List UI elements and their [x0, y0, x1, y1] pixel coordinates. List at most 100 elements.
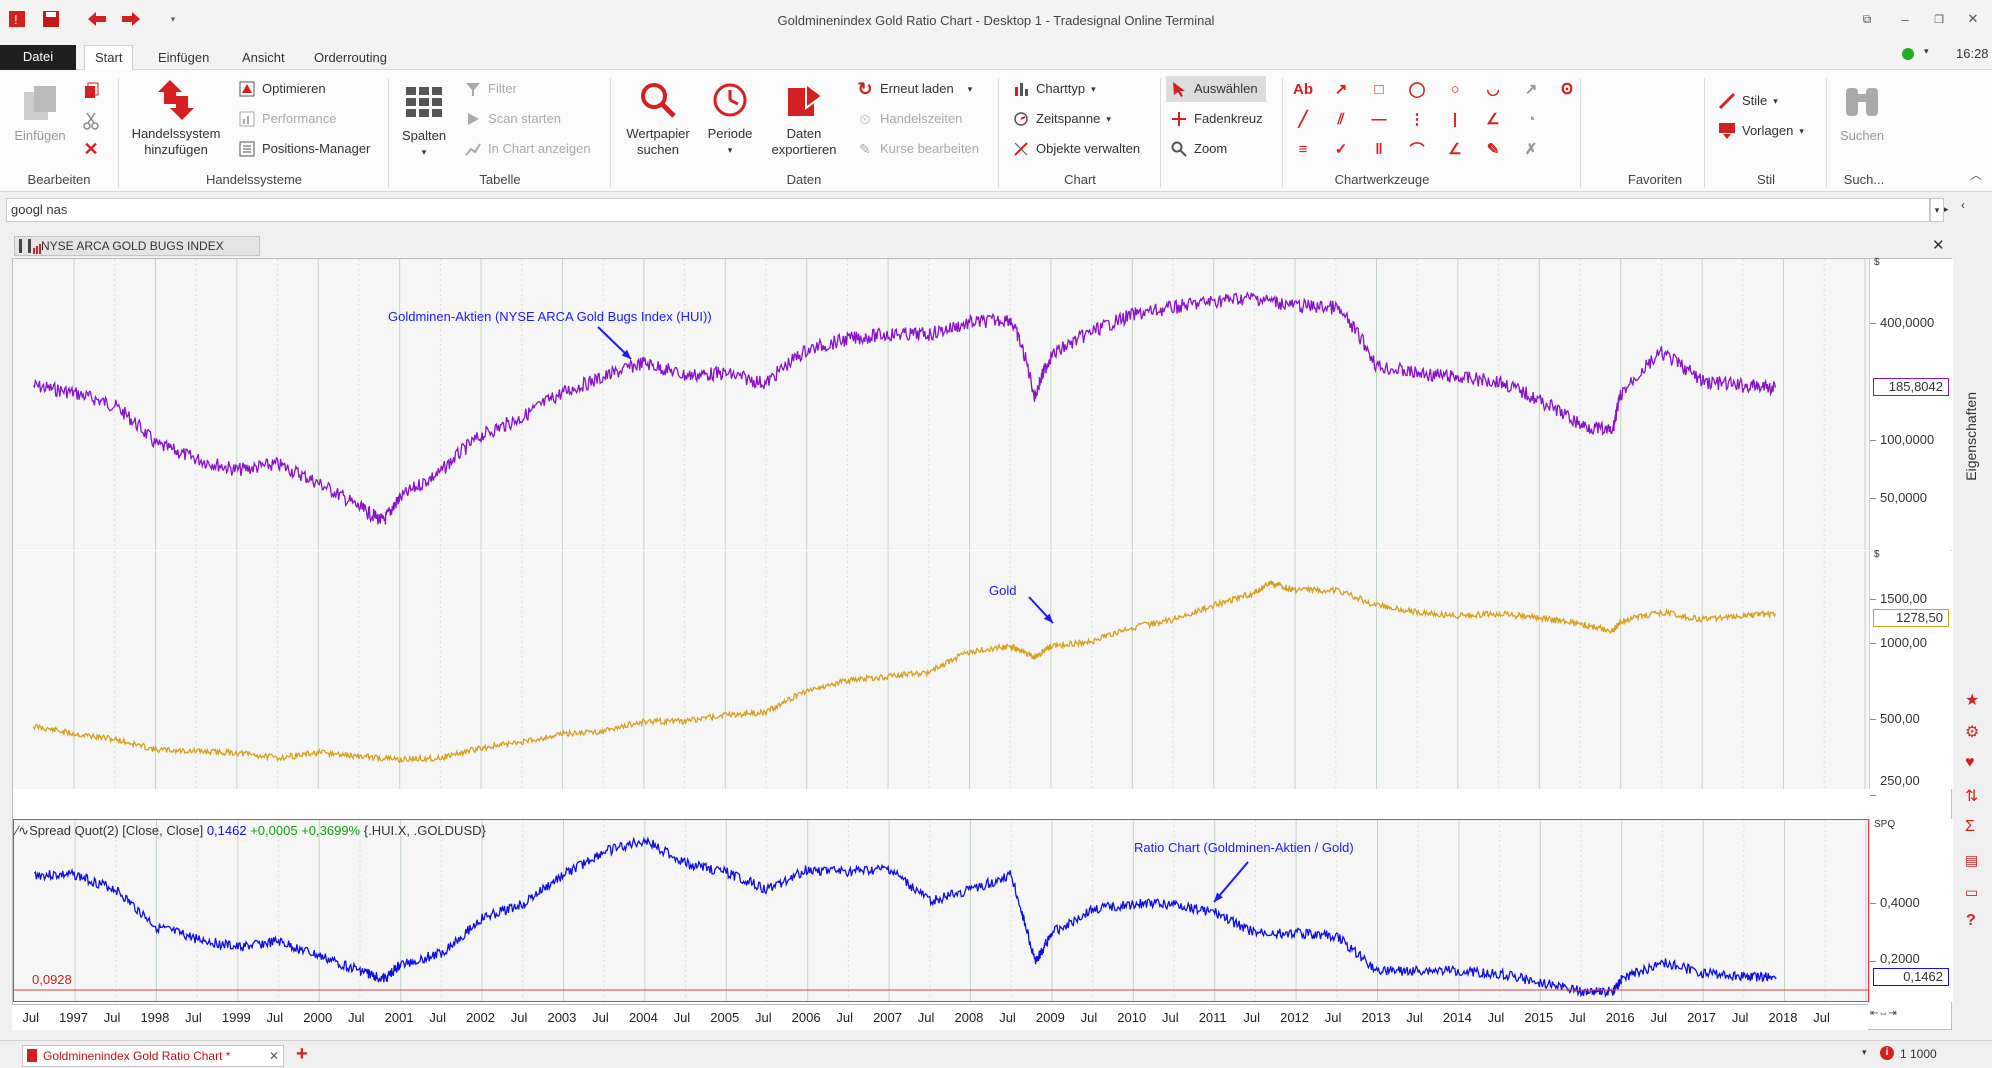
fan-tool-icon[interactable]: ⌒	[1409, 141, 1425, 159]
chart-window-tab[interactable]: NYSE ARCA GOLD BUGS INDEX	[14, 236, 260, 256]
qa-dropdown-icon[interactable]: ▾	[170, 13, 176, 24]
wertpapier-suchen-button[interactable]: Wertpapier suchen	[618, 78, 698, 158]
in-chart-button[interactable]: In Chart anzeigen	[464, 138, 591, 160]
erneut-laden-button[interactable]: ↻ Erneut laden ▾	[857, 79, 973, 99]
search-dropdown-icon[interactable]: ▾	[1930, 198, 1944, 222]
minimize-icon[interactable]: –	[1901, 11, 1909, 27]
fadenkreuz-button[interactable]: Fadenkreuz	[1170, 108, 1263, 130]
info-icon[interactable]: i	[1880, 1046, 1894, 1060]
tab-ansicht[interactable]: Ansicht	[242, 50, 285, 65]
auswaehlen-button[interactable]: Auswählen	[1166, 76, 1266, 102]
fib-tool-icon[interactable]: ⋮	[1409, 111, 1425, 128]
series-line[interactable]	[32, 580, 1777, 764]
heart-check-icon[interactable]: ♥	[1965, 754, 1975, 771]
parallel-tool-icon[interactable]: ⫽	[1337, 110, 1345, 128]
daten-exportieren-button[interactable]: Daten exportieren	[764, 78, 844, 158]
kurse-bearbeiten-button[interactable]: ✎ Kurse bearbeiten	[856, 138, 979, 160]
periode-button[interactable]: Periode ▾	[702, 78, 758, 158]
elliott-tool-icon[interactable]: ✓	[1334, 141, 1348, 158]
pencil-tool-icon[interactable]: ✎	[1486, 141, 1500, 158]
tab-einfuegen[interactable]: Einfügen	[158, 50, 210, 65]
suchen-button[interactable]: Suchen	[1834, 80, 1890, 144]
optimieren-button[interactable]: Optimieren	[238, 78, 326, 100]
sigma-icon[interactable]: Σ	[1965, 818, 1975, 835]
pane-ratio[interactable]: ∕∿Spread Quot(2) [Close, Close] 0,1462 +…	[13, 819, 1908, 1002]
stile-label: Stile	[1742, 93, 1768, 108]
cycle-lines-icon[interactable]: ‖	[1375, 140, 1383, 158]
close-chart-icon[interactable]: ✕	[1932, 237, 1945, 254]
save-icon[interactable]	[40, 8, 62, 30]
x-tick-label: Jul	[266, 1010, 284, 1025]
favorite-star-icon[interactable]: ★	[1965, 692, 1980, 709]
paste-button[interactable]: Einfügen	[10, 80, 70, 144]
pane-gold[interactable]: Gold	[13, 551, 1907, 789]
horizontal-line-icon[interactable]: —	[1371, 110, 1387, 128]
pane-hui[interactable]: Goldminen-Aktien (NYSE ARCA Gold Bugs In…	[13, 259, 1907, 550]
status-dropdown-icon[interactable]: ▾	[1862, 1047, 1867, 1057]
close-window-icon[interactable]: ✕	[1967, 11, 1979, 26]
eraser-icon[interactable]: ✗	[1524, 141, 1538, 158]
series-line[interactable]	[33, 836, 1777, 998]
settings-gear-icon[interactable]: ⚙	[1965, 724, 1980, 741]
axis-scroll-icon[interactable]: ⇤⇔⇥	[1870, 1008, 1897, 1019]
properties-panel-tab[interactable]: Eigenschaften	[1963, 392, 1979, 481]
tab-datei[interactable]: Datei	[0, 45, 76, 70]
periode-label: Periode	[707, 126, 753, 141]
cut-icon[interactable]	[78, 108, 104, 134]
restore-pane-icon[interactable]: ⧉	[1862, 11, 1872, 26]
rectangle-tool-icon[interactable]: □	[1374, 80, 1384, 98]
back-arrow-icon[interactable]	[86, 8, 108, 30]
charttyp-button[interactable]: Charttyp ▾	[1012, 78, 1096, 100]
maximize-icon[interactable]: ❐	[1934, 13, 1944, 26]
close-tab-icon[interactable]: ✕	[269, 1049, 280, 1063]
series-line[interactable]	[32, 291, 1777, 525]
positions-manager-button[interactable]: Positions-Manager	[238, 138, 370, 160]
ellipse-tool-icon[interactable]: ◯	[1408, 81, 1426, 98]
performance-button[interactable]: Performance	[238, 108, 336, 130]
stile-button[interactable]: Stile ▾	[1718, 90, 1778, 112]
time-axis[interactable]: Jul 1997 Jul 1998 Jul 1999 Jul 2000 Jul 2001 Jul 20…	[12, 1004, 1868, 1030]
gann-tool-icon[interactable]: ↗	[1524, 81, 1538, 98]
tab-orderrouting[interactable]: Orderrouting	[314, 50, 387, 65]
copy-icon[interactable]	[78, 78, 104, 104]
magnet-icon[interactable]: Ꙩ	[1561, 81, 1573, 98]
vertical-line-icon[interactable]: |	[1452, 110, 1458, 128]
document-tab[interactable]: Goldminenindex Gold Ratio Chart * ✕	[22, 1045, 284, 1067]
sort-arrows-icon[interactable]: ⇅	[1965, 788, 1979, 805]
search-menu-icon[interactable]: ▸	[1944, 204, 1949, 214]
angle-tool-icon[interactable]: ∠	[1486, 111, 1500, 128]
forward-arrow-icon[interactable]	[120, 8, 142, 30]
chart-area[interactable]: Goldminen-Aktien (NYSE ARCA Gold Bugs In…	[12, 257, 1953, 1030]
pitchfork-tool-icon[interactable]: ∠	[1448, 141, 1462, 158]
scan-start-button[interactable]: Scan starten	[464, 108, 561, 130]
ratio-min-label: 0,0928	[32, 972, 72, 987]
document-icon[interactable]: ▤	[1965, 852, 1979, 868]
filter-button[interactable]: Filter	[464, 78, 517, 100]
handelszeiten-button[interactable]: ⏲ Handelszeiten	[856, 108, 963, 130]
magnet-active-icon[interactable]: ◔	[1526, 110, 1536, 128]
trendline-tool-icon[interactable]: ╱	[1298, 111, 1308, 128]
add-tab-icon[interactable]: +	[296, 1043, 308, 1065]
positions-icon	[238, 140, 256, 158]
tab-start[interactable]: Start	[84, 45, 134, 70]
zeitspanne-button[interactable]: Zeitspanne ▾	[1012, 108, 1111, 130]
document-tab-label: Goldminenindex Gold Ratio Chart *	[43, 1049, 231, 1063]
wertpapier-suchen-label: Wertpapier suchen	[626, 126, 690, 157]
symbol-search-input[interactable]: googl nas	[6, 198, 1930, 222]
spalten-button[interactable]: Spalten ▾	[394, 80, 454, 160]
channel-tool-icon[interactable]: ≡	[1298, 140, 1308, 158]
chat-icon[interactable]: ▭	[1965, 884, 1979, 900]
add-tradingsystem-button[interactable]: Handelssystem hinzufügen	[126, 78, 226, 158]
collapse-ribbon-icon[interactable]: ︿	[1970, 168, 1983, 182]
status-dropdown-icon[interactable]: ▾	[1924, 46, 1929, 56]
ray-tool-icon[interactable]: ↗	[1334, 81, 1348, 98]
collapse-sidebar-icon[interactable]: ‹	[1961, 198, 1965, 212]
help-icon[interactable]: ?	[1966, 912, 1976, 929]
zoom-button[interactable]: Zoom	[1170, 138, 1227, 160]
objekte-verwalten-button[interactable]: Objekte verwalten	[1012, 138, 1140, 160]
vorlagen-button[interactable]: Vorlagen ▾	[1718, 120, 1804, 142]
delete-icon[interactable]: ✕	[83, 138, 99, 159]
circle-tool-icon[interactable]: ○	[1450, 80, 1460, 98]
text-tool-icon[interactable]: Ab	[1293, 80, 1313, 98]
arc-tool-icon[interactable]: ◡	[1486, 81, 1500, 98]
